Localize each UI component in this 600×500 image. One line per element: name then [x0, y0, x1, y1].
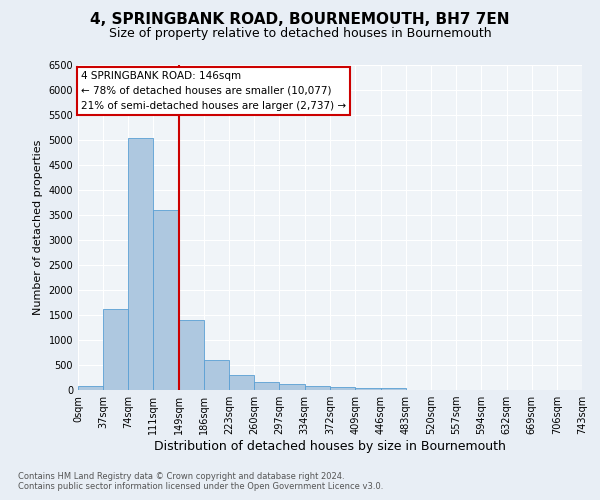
X-axis label: Distribution of detached houses by size in Bournemouth: Distribution of detached houses by size …	[154, 440, 506, 453]
Bar	[78, 386, 103, 390]
Bar	[305, 386, 331, 390]
Text: Contains public sector information licensed under the Open Government Licence v3: Contains public sector information licen…	[18, 482, 383, 491]
Bar	[229, 374, 254, 390]
Bar	[254, 382, 280, 390]
Bar	[204, 360, 229, 390]
Bar	[280, 384, 305, 390]
Text: Size of property relative to detached houses in Bournemouth: Size of property relative to detached ho…	[109, 28, 491, 40]
Text: 4 SPRINGBANK ROAD: 146sqm
← 78% of detached houses are smaller (10,077)
21% of s: 4 SPRINGBANK ROAD: 146sqm ← 78% of detac…	[81, 71, 346, 110]
Bar	[179, 320, 204, 390]
Bar	[103, 309, 128, 390]
Text: 4, SPRINGBANK ROAD, BOURNEMOUTH, BH7 7EN: 4, SPRINGBANK ROAD, BOURNEMOUTH, BH7 7EN	[90, 12, 510, 28]
Y-axis label: Number of detached properties: Number of detached properties	[33, 140, 43, 315]
Bar	[355, 388, 380, 390]
Bar	[153, 210, 179, 390]
Bar	[331, 387, 355, 390]
Bar	[380, 388, 406, 390]
Bar	[128, 138, 153, 390]
Text: Contains HM Land Registry data © Crown copyright and database right 2024.: Contains HM Land Registry data © Crown c…	[18, 472, 344, 481]
